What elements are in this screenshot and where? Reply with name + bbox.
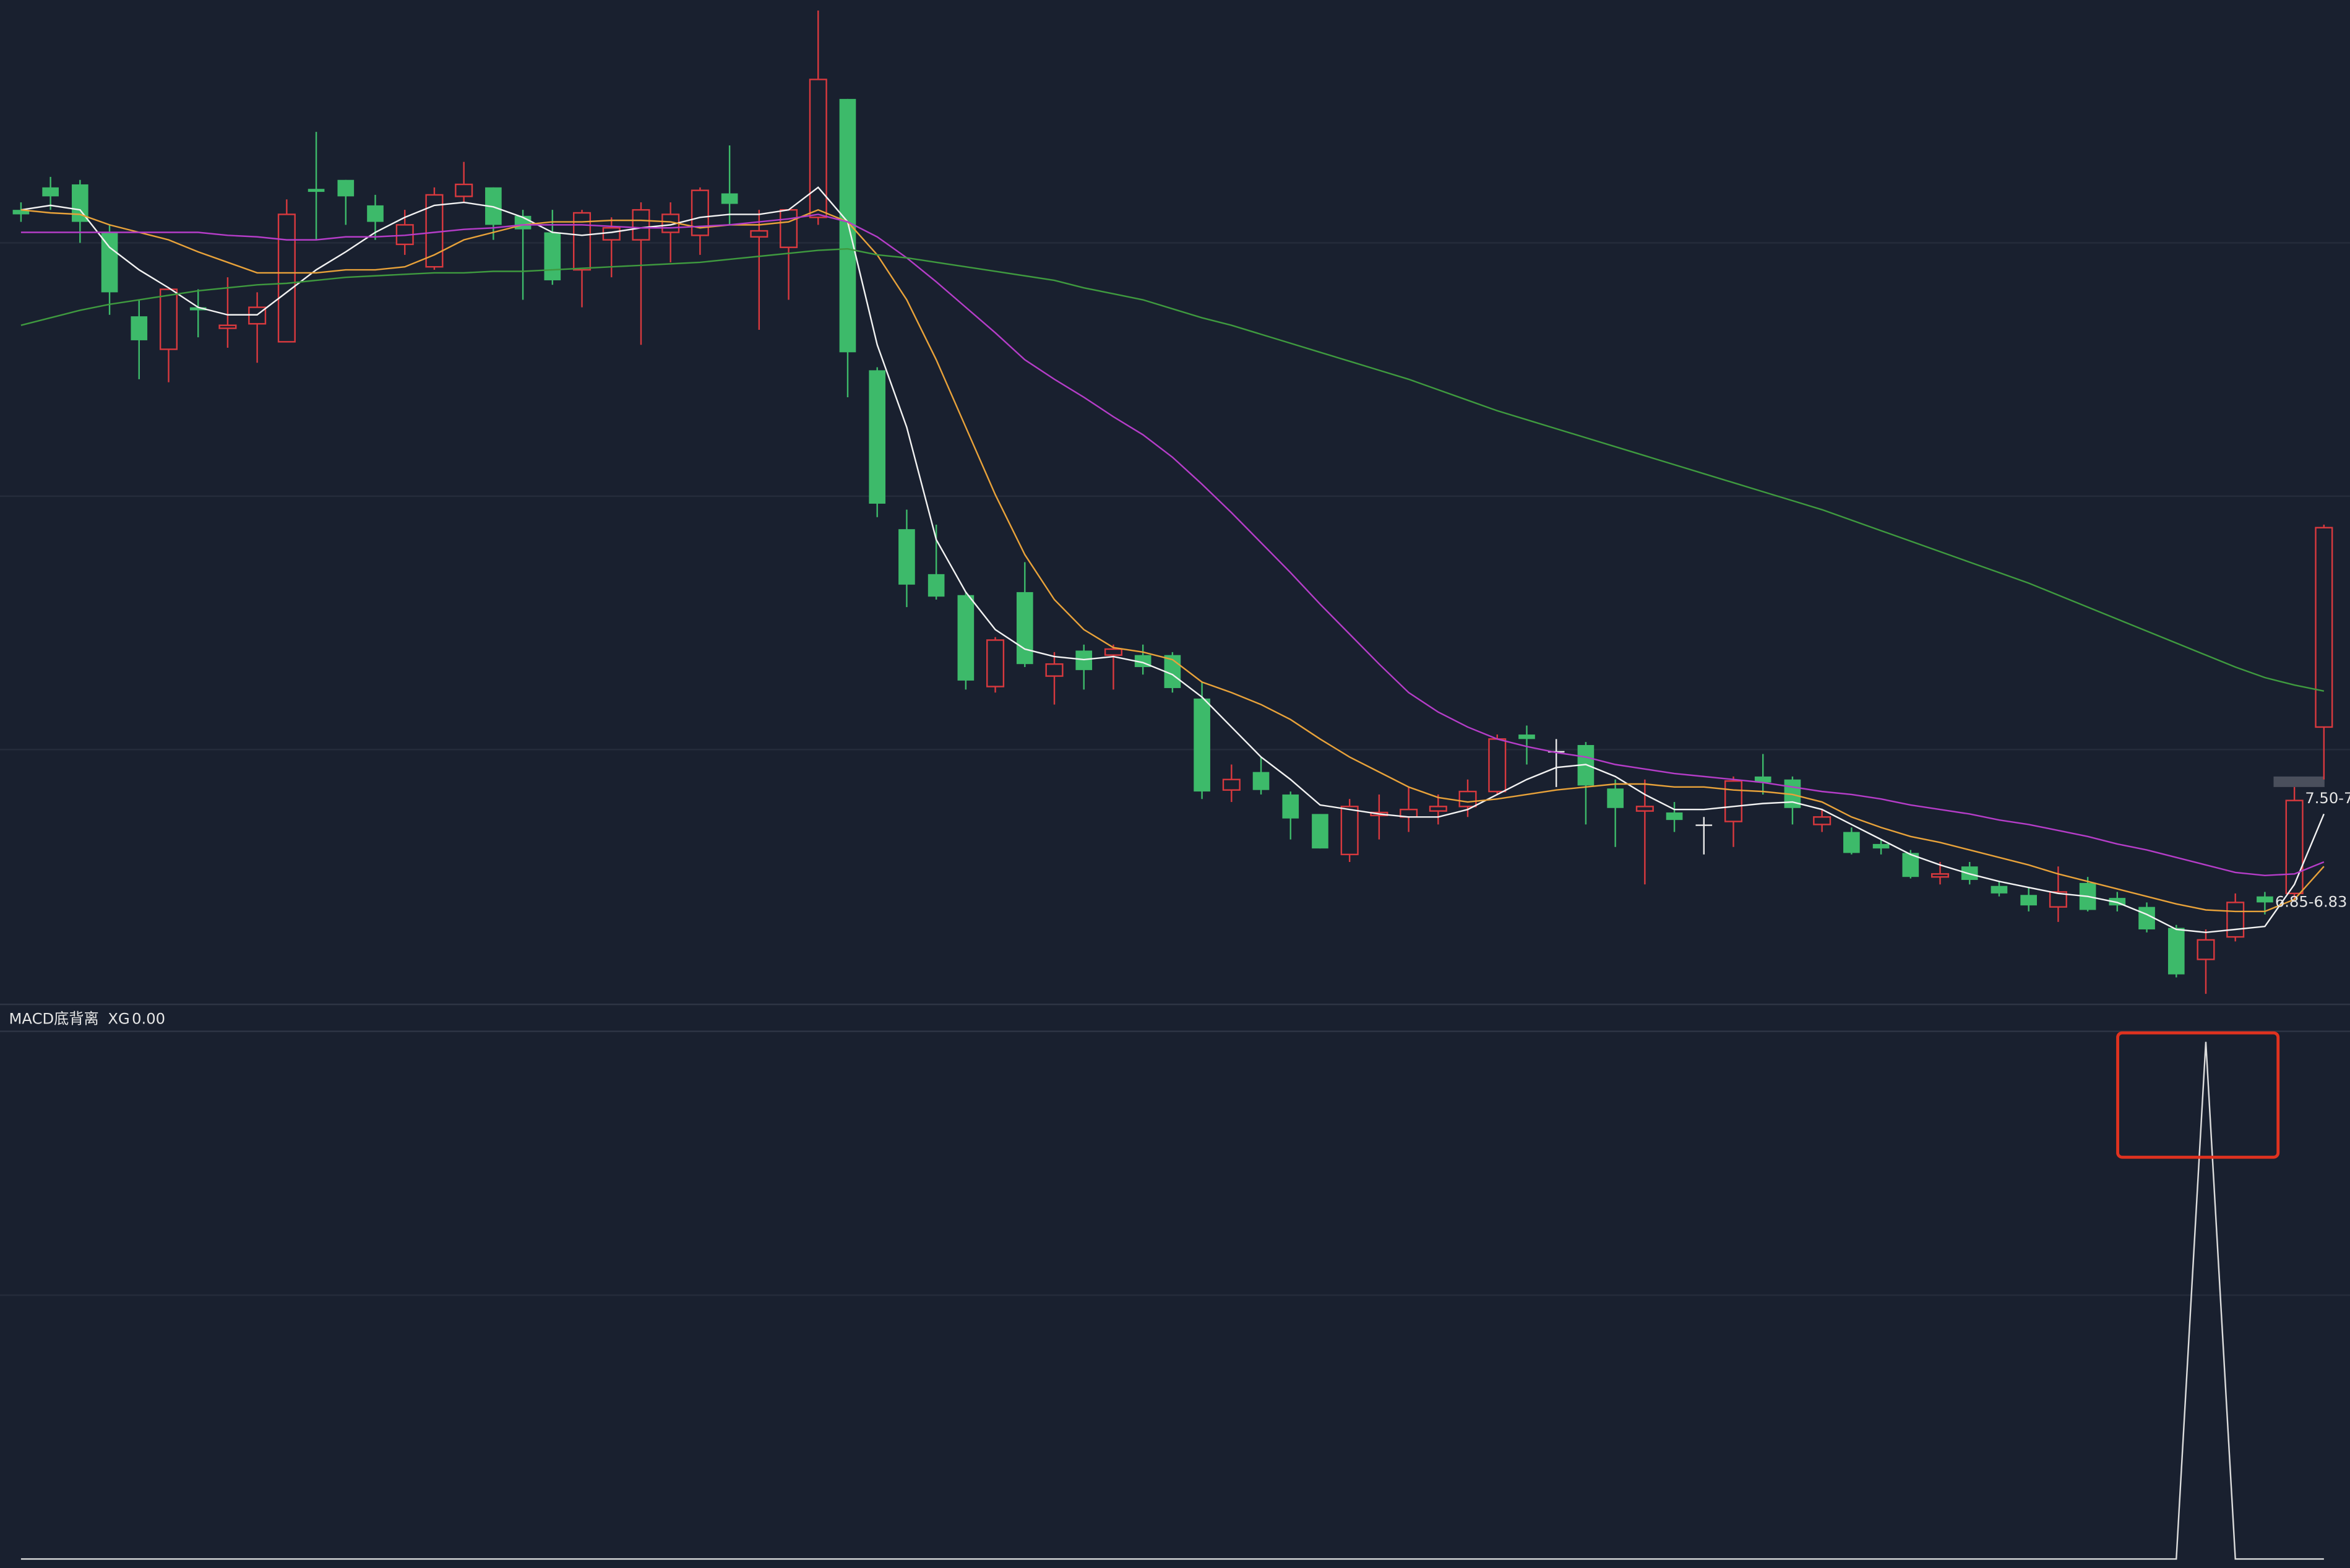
indicator-value: 0.00: [132, 1010, 165, 1027]
price-annotation: 7.50-7: [2305, 790, 2350, 807]
candle-body: [1813, 816, 1831, 825]
candle-body: [1930, 873, 1950, 878]
candle-body: [1991, 885, 2008, 894]
candle-body: [928, 574, 945, 597]
highlight-box: [2116, 1031, 2280, 1159]
candle-body: [2197, 939, 2215, 960]
candle-body: [2315, 527, 2333, 728]
candle-body: [277, 213, 296, 343]
moving-average: [20, 213, 2325, 876]
candle-body: [159, 288, 178, 350]
candle-body: [131, 316, 148, 340]
candle-body: [1872, 843, 1890, 849]
price-tag: [2273, 776, 2325, 787]
candle-body: [1340, 806, 1359, 856]
candle-body: [2020, 895, 2038, 906]
candle-body: [780, 209, 798, 248]
candle-body: [898, 529, 915, 585]
candle-body: [2138, 907, 2155, 929]
candle-body: [308, 189, 325, 192]
candle-body: [1104, 648, 1122, 656]
candle-body: [101, 232, 118, 293]
candle-body: [1458, 790, 1477, 808]
candle-body: [1312, 814, 1328, 849]
candle-body: [986, 639, 1005, 687]
candle-body: [2285, 799, 2304, 895]
indicator-line: [20, 1041, 2324, 1560]
candle-body: [1222, 778, 1241, 791]
candle-body: [367, 205, 384, 222]
candle-body: [2257, 896, 2273, 903]
candle-body: [189, 307, 207, 311]
candle-body: [1518, 734, 1535, 739]
candle-body: [1282, 794, 1299, 819]
candle-body: [1252, 772, 1270, 790]
price-annotation: 6.85-6.83: [2275, 893, 2348, 910]
candle-body: [1666, 812, 1683, 821]
candle-body: [218, 324, 237, 329]
candle-body: [1045, 663, 1064, 677]
candle-body: [869, 370, 886, 504]
candle-body: [839, 98, 856, 353]
candle-body: [455, 183, 473, 197]
moving-average: [20, 209, 2325, 913]
candle-body: [42, 187, 59, 197]
candle-body: [2226, 902, 2245, 938]
candle-body: [1488, 738, 1507, 793]
indicator-title: MACD底背离: [9, 1010, 99, 1027]
candle-body: [1695, 824, 1713, 826]
indicator-series-name: XG: [108, 1010, 129, 1027]
moving-average: [20, 186, 2325, 934]
candle-body: [337, 179, 355, 197]
candle-body: [750, 230, 768, 238]
candle-body: [1724, 780, 1743, 822]
candle-body: [12, 210, 30, 215]
candle-body: [2167, 928, 2185, 975]
candle-body: [1635, 806, 1654, 812]
layout-lines: [0, 242, 2350, 1296]
candle-body: [602, 227, 621, 241]
candle-body: [1429, 806, 1447, 812]
marks: 7.50-7 6.85-6.83: [12, 10, 2350, 1560]
moving-average: [20, 248, 2325, 692]
candle-body: [721, 193, 738, 204]
candle-body: [1194, 698, 1210, 792]
candle-body: [809, 79, 827, 218]
candle-body: [1016, 592, 1033, 665]
candle-body: [1754, 776, 1771, 783]
candle-body: [544, 232, 561, 281]
candle-body: [1607, 788, 1624, 808]
candle-body: [1843, 832, 1860, 853]
candle-body: [957, 595, 975, 681]
candle-body: [632, 209, 650, 241]
